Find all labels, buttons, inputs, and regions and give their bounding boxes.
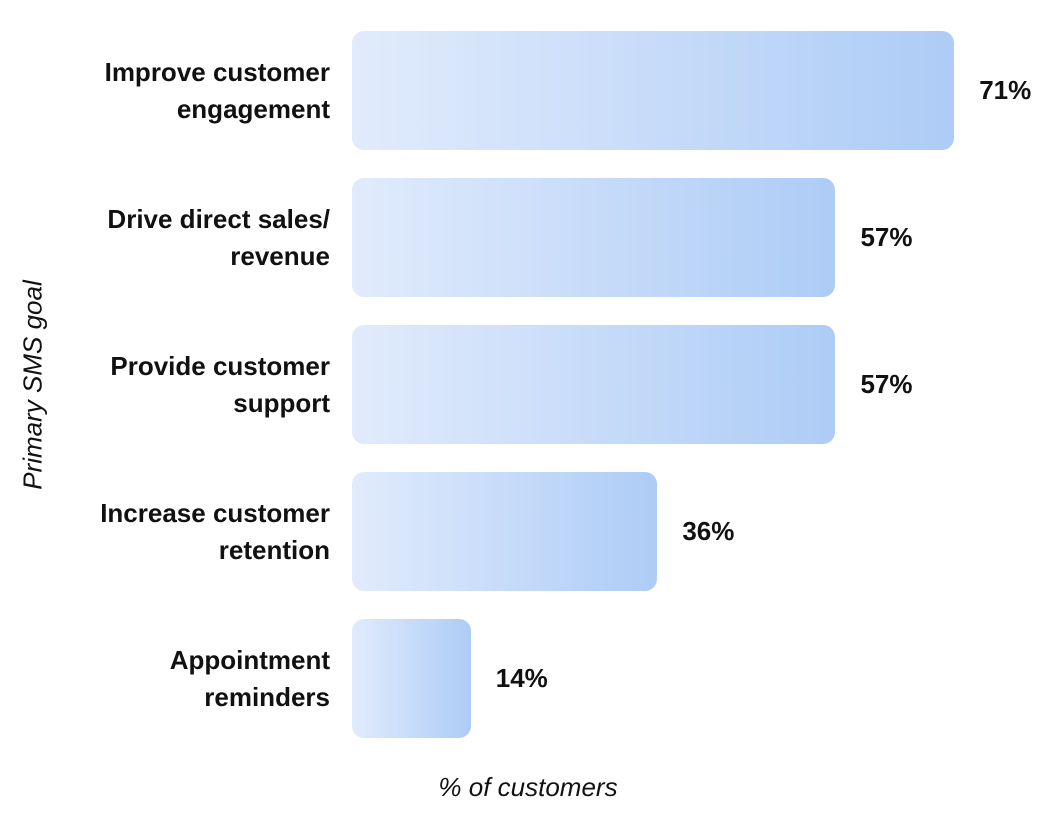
category-label: Increase customer retention bbox=[100, 497, 330, 565]
bar-track: 57% bbox=[352, 178, 1056, 297]
bar-track: 57% bbox=[352, 325, 1056, 444]
bar-row: Increase customer retention 36% bbox=[0, 472, 1056, 591]
bar bbox=[352, 31, 955, 150]
bar-rows: Improve customer engagement 71% Drive di… bbox=[0, 31, 1056, 738]
bar-row: Improve customer engagement 71% bbox=[0, 31, 1056, 150]
category-label: Improve customer engagement bbox=[104, 56, 330, 124]
value-label: 14% bbox=[495, 663, 548, 693]
bar bbox=[352, 178, 836, 297]
bar bbox=[352, 619, 471, 738]
bar-track: 71% bbox=[352, 31, 1056, 150]
value-label: 71% bbox=[979, 75, 1032, 105]
value-label: 57% bbox=[860, 222, 913, 252]
bar bbox=[352, 325, 836, 444]
category-label: Provide customer support bbox=[110, 350, 330, 418]
value-label: 57% bbox=[860, 369, 913, 399]
value-label: 36% bbox=[682, 516, 735, 546]
bar-track: 36% bbox=[352, 472, 1056, 591]
category-label: Drive direct sales/ revenue bbox=[107, 203, 330, 271]
x-axis-title: % of customers bbox=[438, 772, 618, 802]
bar-row: Provide customer support 57% bbox=[0, 325, 1056, 444]
bar-row: Drive direct sales/ revenue 57% bbox=[0, 178, 1056, 297]
category-label: Appointment reminders bbox=[169, 644, 330, 712]
bar-row: Appointment reminders 14% bbox=[0, 619, 1056, 738]
bar-track: 14% bbox=[352, 619, 1056, 738]
bar bbox=[352, 472, 658, 591]
